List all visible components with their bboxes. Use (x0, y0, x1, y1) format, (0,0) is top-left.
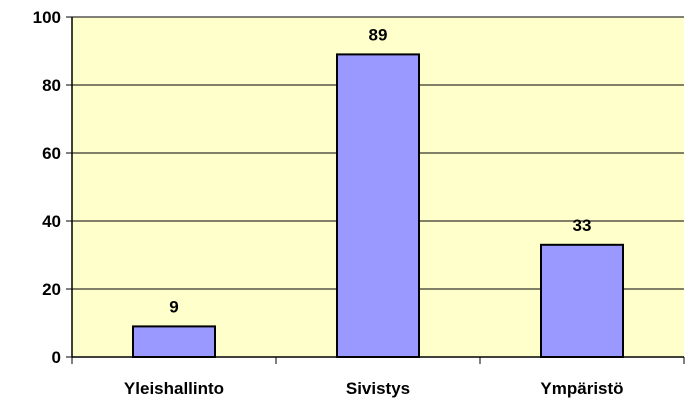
y-tick-label: 20 (42, 280, 61, 299)
x-category-label: Yleishallinto (124, 379, 224, 398)
bar-0 (132, 325, 216, 358)
bar-2 (540, 243, 624, 358)
data-label: 33 (573, 216, 592, 235)
bar-1 (336, 53, 420, 359)
y-tick-label: 0 (52, 348, 61, 367)
bars (132, 53, 624, 359)
x-category-labels: Yleishallinto Sivistys Ympäristö (124, 379, 624, 398)
y-tick-label: 100 (33, 8, 61, 27)
axes (71, 17, 685, 364)
data-label: 89 (369, 25, 388, 44)
data-labels: 9 89 33 (169, 25, 591, 316)
data-label: 9 (169, 297, 178, 316)
y-tick-label: 60 (42, 144, 61, 163)
x-category-label: Sivistys (346, 379, 410, 398)
x-category-label: Ympäristö (540, 379, 623, 398)
y-tick-label: 40 (42, 212, 61, 231)
y-tick-labels: 0 20 40 60 80 100 (33, 8, 61, 367)
y-tick-label: 80 (42, 76, 61, 95)
